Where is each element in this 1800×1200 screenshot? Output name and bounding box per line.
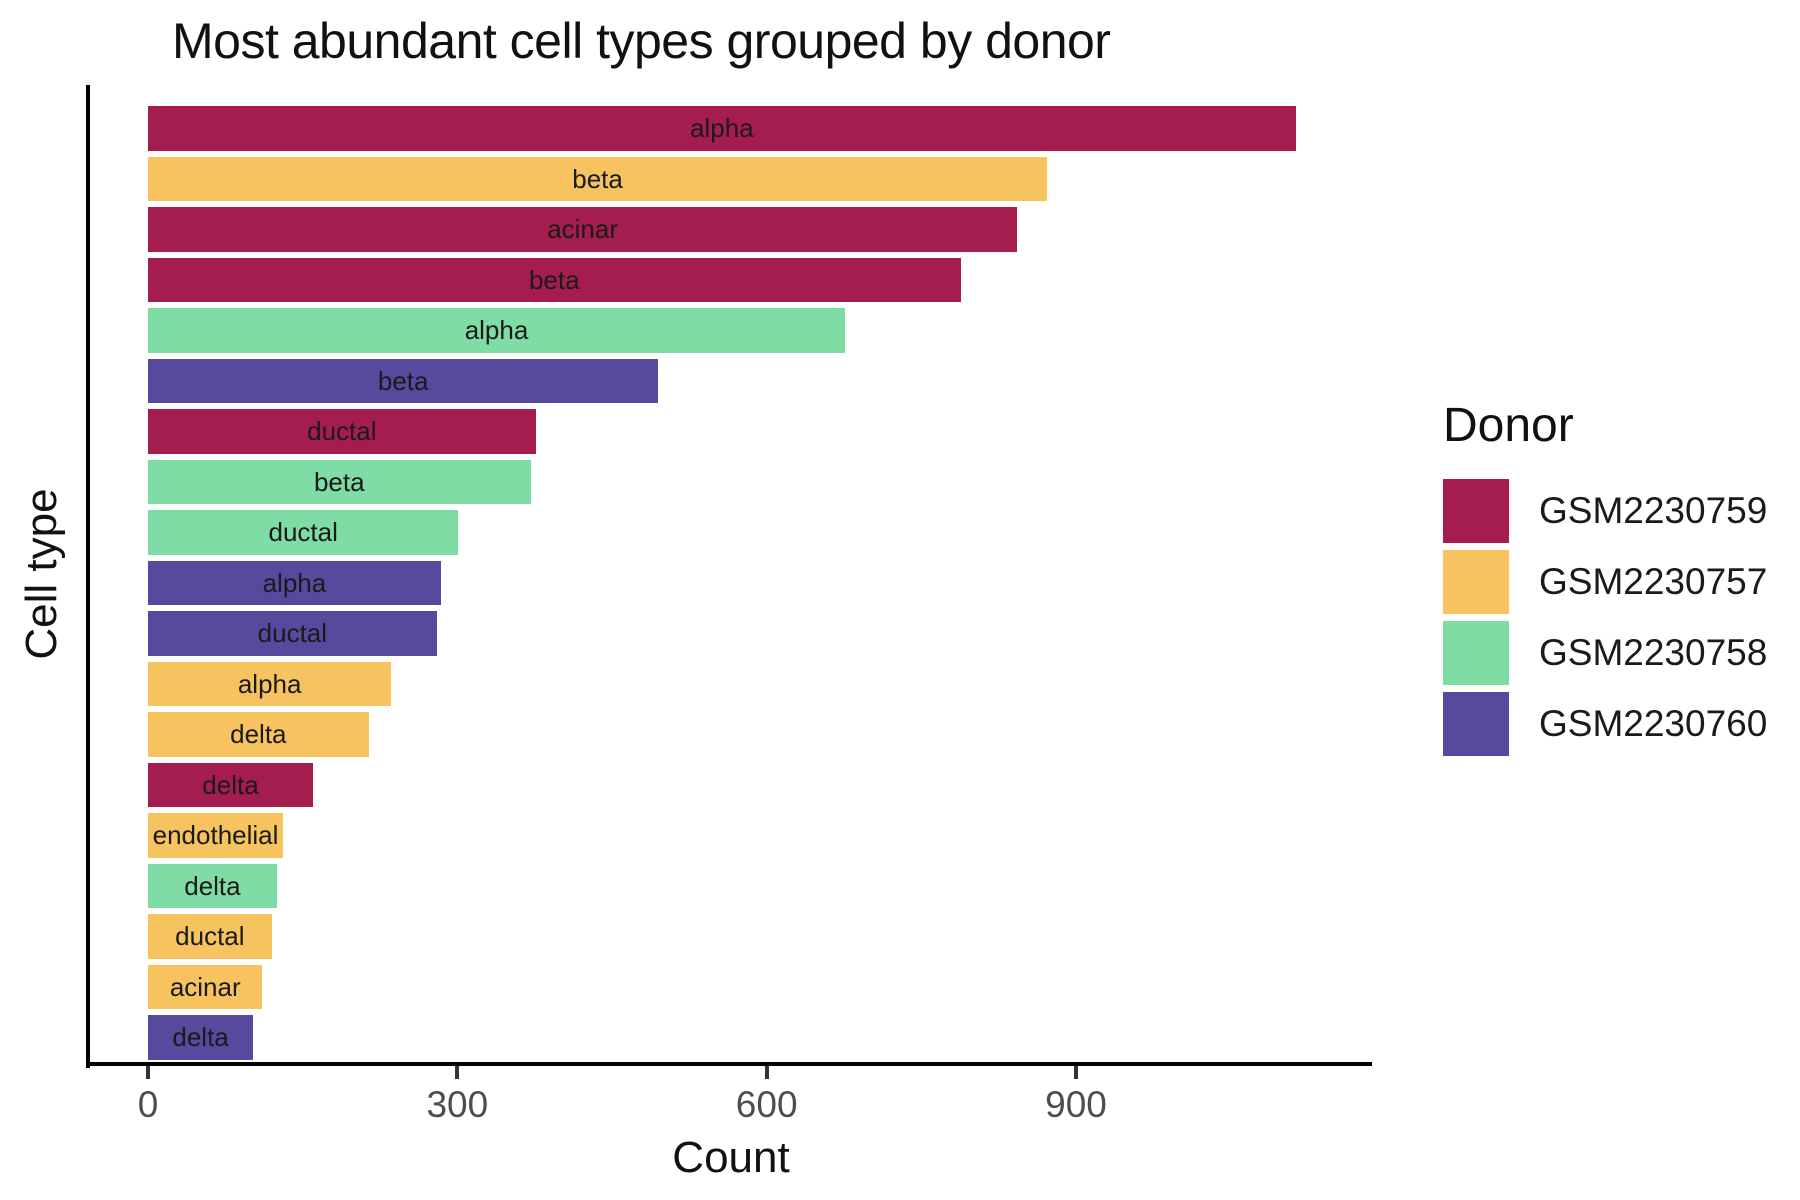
bar-beta-GSM2230759: beta <box>148 257 961 302</box>
legend-entries: GSM2230759 GSM2230757 GSM2230758 GSM2230760 <box>1443 479 1783 756</box>
bar-ductal-GSM2230758: ductal <box>148 510 459 555</box>
bar-label: alpha <box>464 315 529 346</box>
x-tick-mark <box>455 1066 460 1079</box>
legend-label: GSM2230759 <box>1539 490 1768 531</box>
legend-label: GSM2230758 <box>1539 632 1768 673</box>
legend-label: GSM2230760 <box>1539 703 1768 744</box>
bar-alpha-GSM2230760: alpha <box>148 560 441 605</box>
bar-label: delta <box>230 719 287 750</box>
bar-ductal-GSM2230759: ductal <box>148 409 536 454</box>
bar-ductal-GSM2230757: ductal <box>148 914 272 959</box>
bar-label: endothelial <box>152 820 279 851</box>
bar-label: ductal <box>307 416 377 447</box>
bar-delta-GSM2230759: delta <box>148 762 313 807</box>
legend-entry-GSM2230758: GSM2230758 <box>1443 621 1783 685</box>
bar-acinar-GSM2230757: acinar <box>148 964 263 1009</box>
bar-delta-GSM2230758: delta <box>148 863 277 908</box>
bar-beta-GSM2230760: beta <box>148 358 659 403</box>
bar-alpha-GSM2230757: alpha <box>148 661 392 706</box>
legend-swatch <box>1443 692 1509 756</box>
x-tick-mark <box>146 1066 150 1079</box>
x-tick-label: 0 <box>137 1084 159 1125</box>
bar-ductal-GSM2230760: ductal <box>148 611 437 656</box>
bar-label: acinar <box>547 214 619 245</box>
legend-entry-GSM2230759: GSM2230759 <box>1443 479 1783 543</box>
x-axis-title: Count <box>672 1133 790 1182</box>
bar-label: beta <box>528 264 580 295</box>
legend-swatch <box>1443 479 1509 543</box>
x-tick-label: 300 <box>426 1084 489 1125</box>
bar-label: alpha <box>237 668 302 699</box>
legend-swatch <box>1443 550 1509 614</box>
legend-swatch <box>1443 621 1509 685</box>
bar-label: acinar <box>169 971 241 1002</box>
legend-entry-GSM2230760: GSM2230760 <box>1443 692 1783 756</box>
legend-title: Donor <box>1443 399 1574 452</box>
bar-beta-GSM2230758: beta <box>148 459 531 504</box>
bar-label: alpha <box>262 567 327 598</box>
bar-label: ductal <box>268 517 338 548</box>
bar-beta-GSM2230757: beta <box>148 156 1048 201</box>
bar-label: ductal <box>257 618 328 649</box>
x-tick-label: 900 <box>1045 1084 1107 1125</box>
bar-acinar-GSM2230759: acinar <box>148 207 1018 252</box>
x-tick-mark <box>1074 1066 1078 1079</box>
x-axis-line <box>86 1062 1372 1066</box>
bar-label: delta <box>172 1022 229 1053</box>
bar-label: ductal <box>175 921 245 952</box>
legend-entry-GSM2230757: GSM2230757 <box>1443 550 1783 614</box>
chart-title: Most abundant cell types grouped by dono… <box>172 13 1111 69</box>
legend-label: GSM2230757 <box>1539 561 1768 602</box>
legend: Donor GSM2230759 GSM2230757 GSM2230758 GSM2… <box>1443 398 1783 763</box>
bar-delta-GSM2230760: delta <box>148 1015 254 1060</box>
x-tick-label: 600 <box>735 1084 798 1125</box>
bar-endothelial-GSM2230757: endothelial <box>148 813 284 858</box>
bar-label: beta <box>572 163 623 194</box>
y-axis-title: Cell type <box>17 488 66 660</box>
bar-alpha-GSM2230758: alpha <box>148 308 846 353</box>
x-tick-mark <box>764 1066 769 1079</box>
bar-label: alpha <box>690 113 754 144</box>
bar-label: beta <box>313 466 365 497</box>
bar-label: delta <box>202 769 259 800</box>
bar-delta-GSM2230757: delta <box>148 712 369 757</box>
y-axis-line <box>86 85 90 1068</box>
bar-alpha-GSM2230759: alpha <box>148 106 1296 151</box>
bar-label: delta <box>184 870 241 901</box>
plot-panel: alpha beta acinar beta alpha beta ductal beta du… <box>90 85 1372 1064</box>
bar-label: beta <box>377 365 429 396</box>
